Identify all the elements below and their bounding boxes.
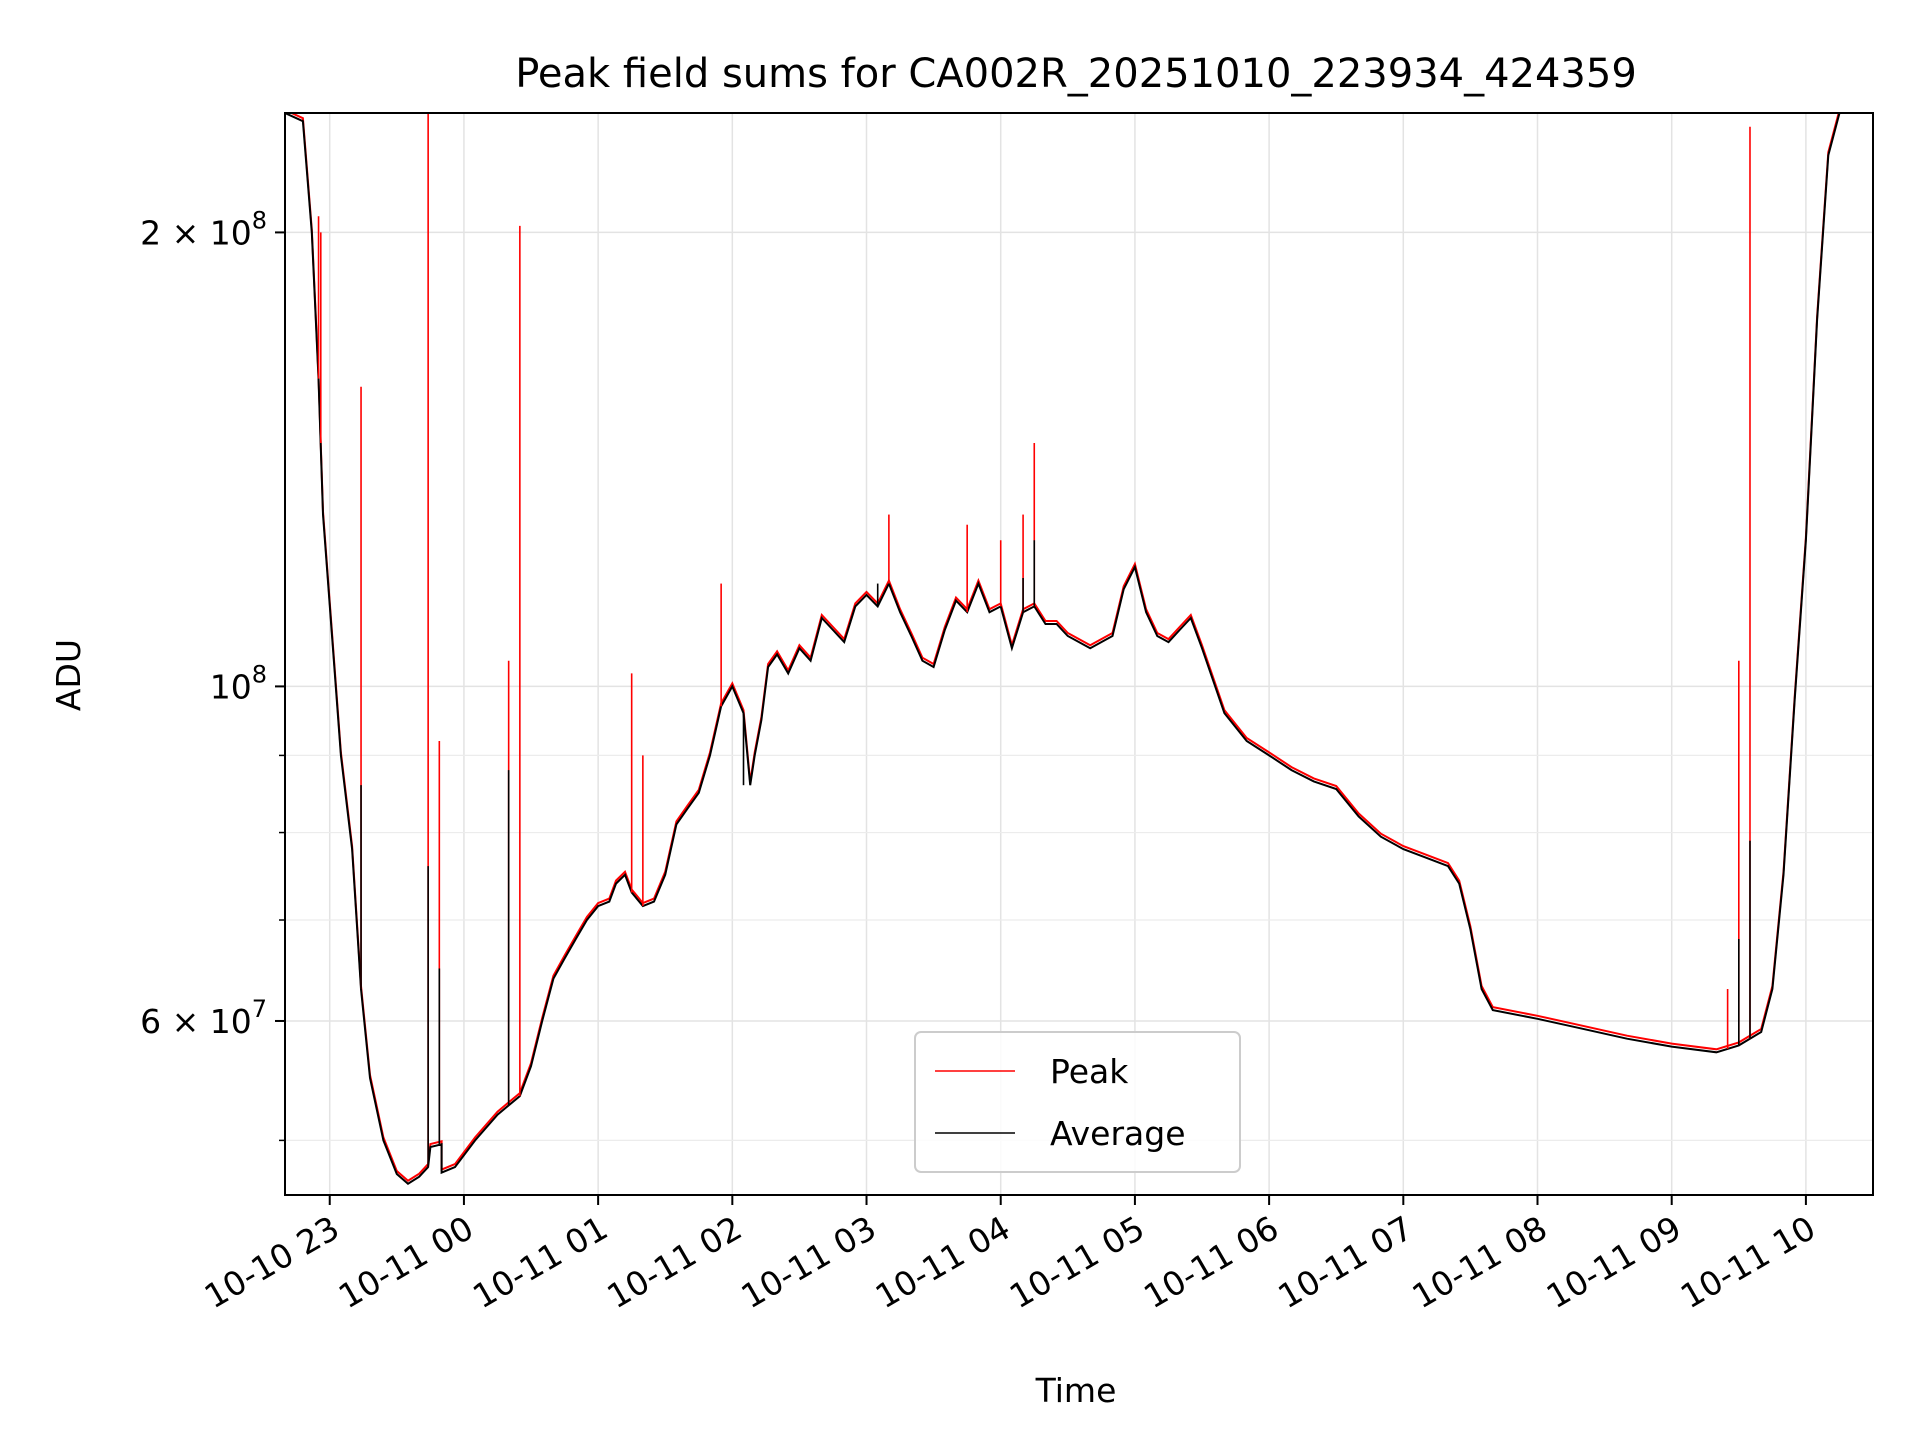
y-tick-label: 2 × 108	[140, 206, 267, 252]
series-group	[285, 113, 1873, 1185]
grid	[285, 113, 1873, 1195]
series-line-average	[285, 113, 1873, 1185]
x-axis-label: Time	[1035, 1371, 1117, 1410]
chart-title: Peak field sums for CA002R_20251010_2239…	[515, 51, 1637, 97]
y-axis-ticks: 6 × 107 108 2 × 108	[140, 206, 285, 1142]
plot-frame	[284, 112, 1874, 1196]
legend-label-peak: Peak	[1050, 1052, 1129, 1091]
legend-label-average: Average	[1050, 1114, 1186, 1153]
y-axis-label: ADU	[49, 639, 88, 711]
legend: Peak Average	[914, 1031, 1241, 1173]
series-layer	[285, 113, 1873, 1185]
y-tick-label: 108	[210, 660, 267, 706]
y-tick-label: 6 × 107	[140, 995, 267, 1041]
legend-frame	[914, 1031, 1241, 1173]
